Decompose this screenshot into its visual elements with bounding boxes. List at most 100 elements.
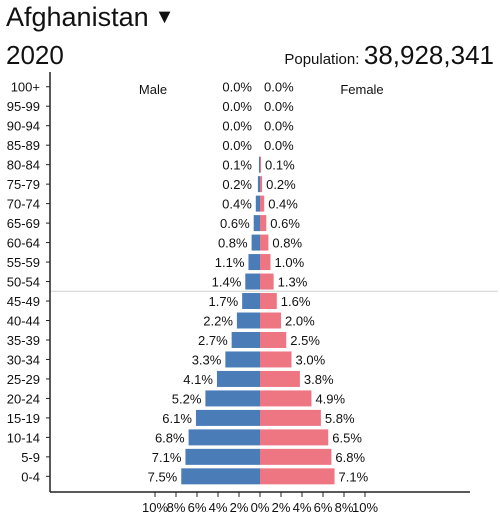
bar-male [258,156,260,173]
bar-male [205,390,260,407]
female-value-label: 1.3% [278,275,308,290]
male-value-label: 0.0% [222,99,252,114]
dropdown-caret-icon: ▼ [154,6,175,28]
age-group-label: 45-49 [7,294,40,309]
male-value-label: 7.1% [152,450,182,465]
bar-male [231,331,260,348]
country-name: Afghanistan [6,2,149,32]
bar-female [260,156,262,173]
bar-female [260,468,335,485]
bar-female [260,351,292,368]
female-value-label: 0.6% [270,216,300,231]
series-label-male: Male [139,82,167,97]
female-value-label: 6.5% [332,430,362,445]
female-value-label: 2.5% [290,333,320,348]
male-value-label: 0.0% [222,80,252,95]
country-selector[interactable]: Afghanistan ▼ [6,2,174,33]
bar-female [260,429,329,446]
male-value-label: 7.5% [148,469,178,484]
male-value-label: 1.4% [212,275,242,290]
bar-female [260,293,277,310]
male-value-label: 3.3% [192,352,222,367]
population-label: Population: [284,51,360,68]
age-group-label: 15-19 [7,411,40,426]
year-label: 2020 [6,40,64,70]
age-group-label: 55-59 [7,255,40,270]
bar-female [260,448,332,465]
bar-female [260,195,265,212]
bar-male [255,195,260,212]
age-group-label: 85-89 [7,138,40,153]
female-value-label: 1.6% [281,294,311,309]
age-group-label: 95-99 [7,99,40,114]
bar-male [195,409,260,426]
male-value-label: 2.7% [198,333,228,348]
x-tick-label: 2% [230,500,249,515]
bar-male [216,370,260,387]
x-tick-label: 10% [142,500,168,515]
female-value-label: 7.1% [339,469,369,484]
male-value-label: 0.6% [220,216,250,231]
male-value-label: 6.8% [155,430,185,445]
age-group-label: 100+ [11,80,40,95]
x-tick-label: 4% [293,500,312,515]
age-group-label: 80-84 [7,158,40,173]
bar-male [188,429,260,446]
bar-female [260,176,263,193]
bar-male [253,215,260,232]
population-value: 38,928,341 [363,40,494,70]
bar-male [245,273,260,290]
x-tick-label: 8% [335,500,354,515]
male-value-label: 0.8% [218,236,248,251]
bar-male [236,312,260,329]
male-value-label: 5.2% [172,391,202,406]
bar-male [181,468,260,485]
x-tick-label: 10% [352,500,378,515]
male-value-label: 4.1% [183,372,213,387]
bar-female [260,390,312,407]
bar-female [260,273,274,290]
bar-female [260,409,321,426]
bar-female [260,370,300,387]
bar-female [260,312,281,329]
male-value-label: 0.0% [222,138,252,153]
age-group-label: 5-9 [21,450,40,465]
female-value-label: 2.0% [285,314,315,329]
female-value-label: 0.8% [272,236,302,251]
age-group-label: 30-34 [7,352,40,367]
bar-female [260,215,267,232]
bar-male [242,293,260,310]
female-value-label: 3.0% [296,352,326,367]
male-value-label: 0.4% [222,197,252,212]
age-group-label: 20-24 [7,391,40,406]
female-value-label: 0.0% [264,119,294,134]
bar-male [248,254,260,271]
female-value-label: 5.8% [325,411,355,426]
age-group-label: 60-64 [7,236,40,251]
bar-male [225,351,260,368]
x-tick-label: 8% [167,500,186,515]
female-value-label: 3.8% [304,372,334,387]
male-value-label: 1.7% [209,294,239,309]
female-value-label: 1.0% [275,255,305,270]
male-value-label: 0.1% [222,158,252,173]
age-group-label: 40-44 [7,314,40,329]
male-value-label: 6.1% [162,411,192,426]
age-group-label: 25-29 [7,372,40,387]
female-value-label: 0.4% [268,197,298,212]
series-label-female: Female [340,82,383,97]
x-tick-label: 6% [314,500,333,515]
female-value-label: 0.0% [264,99,294,114]
age-group-label: 35-39 [7,333,40,348]
female-value-label: 0.0% [264,80,294,95]
male-value-label: 1.1% [215,255,245,270]
bar-female [260,234,269,251]
age-group-label: 50-54 [7,275,40,290]
age-group-label: 0-4 [21,469,40,484]
population-readout: Population: 38,928,341 [284,40,494,71]
x-tick-label: 6% [188,500,207,515]
bar-female [260,331,287,348]
x-tick-label: 2% [272,500,291,515]
male-value-label: 0.2% [222,177,252,192]
